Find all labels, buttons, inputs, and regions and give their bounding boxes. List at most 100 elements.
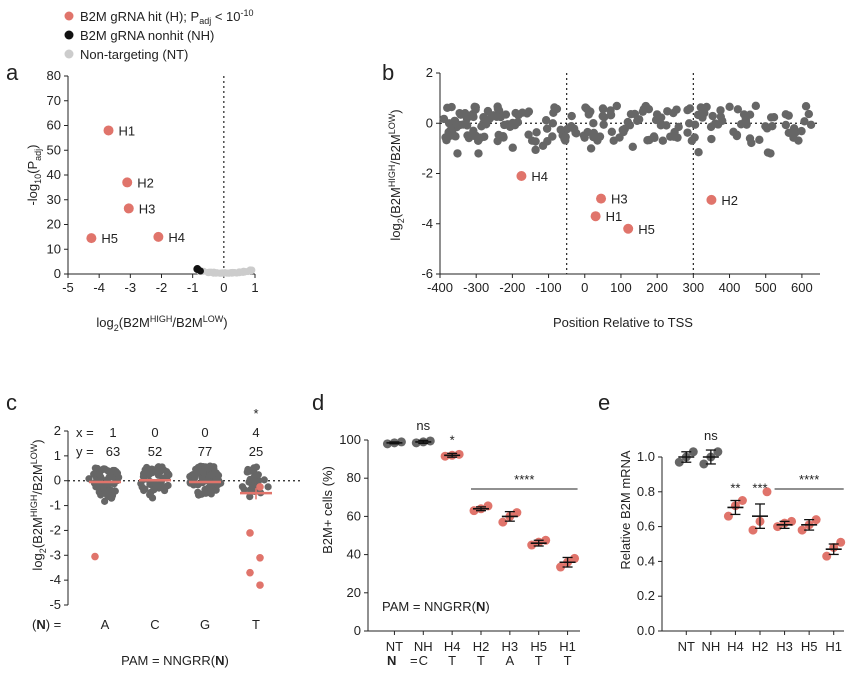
panel-c-grna-point [250, 476, 258, 484]
panel-b-grna-point [498, 131, 508, 141]
panel-b-grna-point [589, 119, 598, 128]
panel-e-replicate-point [787, 516, 797, 526]
panel-b-x-tick-label: 400 [719, 280, 741, 295]
panel-a-hit-label: H3 [139, 201, 156, 216]
panel-a-xlabel: log2(B2MHIGH/B2MLOW) [96, 314, 227, 333]
panel-b-grna-point [439, 114, 449, 124]
panel-b-grna-point [806, 120, 816, 129]
panel-d-replicate-point [498, 517, 508, 527]
panel-a-volcano-plot: -log10(Padj) log2(B2MHIGH/B2MLOW) 010203… [25, 68, 259, 333]
panel-c-grna-point [194, 463, 202, 472]
panel-e-category-label: H2 [752, 639, 769, 654]
panel-b-grna-point [556, 125, 565, 134]
panel-c-hit-point [246, 568, 254, 577]
panel-b-grna-point [483, 106, 493, 116]
panel-c-hit-point [256, 483, 264, 491]
panel-a-x-tick-label: -2 [156, 280, 168, 295]
panel-b-grna-point [649, 132, 659, 141]
panel-a-nt-point [204, 269, 212, 277]
panel-b-grna-point [482, 116, 491, 125]
panel-b-grna-point [599, 120, 608, 129]
panel-b-grna-point [598, 111, 607, 121]
panel-c-row-label: (N) = [32, 617, 61, 632]
panel-a-nt-point [210, 269, 218, 277]
panel-b-grna-point [713, 120, 723, 129]
panel-d-category-label: H3 [502, 639, 519, 654]
panel-b-x-tick-label: -300 [463, 280, 489, 295]
panel-b-grna-point [658, 136, 668, 145]
panel-d-n-row-label: N [387, 653, 396, 668]
panel-d-ylabel: B2M+ cells (%) [320, 466, 335, 554]
panel-label-d: d [312, 390, 324, 415]
panel-b-y-tick-label: 2 [426, 65, 433, 80]
panel-e-category-label: H5 [801, 639, 818, 654]
panel-b-grna-point [542, 124, 552, 133]
panel-b-grna-point [453, 149, 462, 158]
panel-b-x-tick-label: -100 [536, 280, 562, 295]
panel-b-grna-point [745, 134, 755, 143]
panel-b-grna-point [579, 131, 589, 140]
panel-c-y-tick-label: -2 [49, 522, 61, 537]
panel-c-x-count: 0 [151, 425, 158, 440]
panel-c-x-count: 0 [201, 425, 208, 440]
legend-nt-label: Non-targeting (NT) [80, 47, 188, 62]
panel-b-grna-point [538, 141, 548, 150]
panel-e-replicate-point [674, 457, 684, 467]
panel-e-category-label: H4 [727, 639, 744, 654]
panel-c-y-tick-label: 0 [54, 473, 61, 488]
panel-b-hit-point [623, 223, 634, 234]
panel-b-grna-point [511, 108, 520, 118]
panel-b-grna-point [620, 124, 630, 134]
panel-c-y-tick-label: 1 [54, 448, 61, 463]
panel-a-y-tick-label: 50 [47, 142, 61, 157]
panel-d-sig-4star: **** [514, 472, 534, 487]
panel-e-replicate-point [797, 525, 807, 535]
panel-b-grna-point [582, 104, 592, 114]
panel-b-x-tick-label: 300 [682, 280, 704, 295]
panel-b-grna-point [524, 130, 533, 139]
panel-b-hit-label: H2 [721, 193, 738, 208]
panel-d-y-tick-label: 40 [347, 547, 361, 562]
panel-a-hit-label: H1 [119, 123, 136, 138]
panel-c-y-count: 77 [198, 444, 212, 459]
panel-c-y-tick-label: -5 [49, 597, 61, 612]
panel-c-grna-point [149, 468, 157, 477]
panel-d-replicate-point [512, 508, 522, 518]
panel-d-y-tick-label: 100 [339, 432, 361, 447]
panel-c-grna-point [90, 470, 98, 478]
panel-a-nt-point [248, 266, 256, 274]
panel-c-grna-point [111, 487, 119, 495]
panel-c-grna-point [252, 463, 261, 471]
panel-b-grna-point [739, 110, 749, 119]
panel-a-nonhit-point [196, 267, 204, 275]
panel-b-grna-point [493, 102, 502, 111]
panel-b-grna-point [623, 117, 633, 127]
panel-c-x-prefix: x = [76, 425, 94, 440]
panel-d-y-tick-label: 80 [347, 470, 361, 485]
panel-b-grna-point [508, 143, 517, 152]
panel-e-sig-ns: ns [704, 428, 718, 443]
panel-a-hit-point [122, 177, 133, 188]
panel-c-grna-point [207, 489, 215, 497]
panel-c-xlabel: PAM = NNGRR(N) [121, 653, 229, 668]
panel-a-y-tick-label: 40 [47, 167, 61, 182]
panel-b-y-tick-label: 0 [426, 115, 433, 130]
panel-e-category-label: H1 [825, 639, 842, 654]
panel-b-grna-point [474, 149, 483, 158]
panel-b-grna-point [733, 105, 743, 114]
panel-b-hit-label: H1 [606, 209, 623, 224]
panel-b-hit-point [590, 211, 601, 222]
panel-e-replicate-point [762, 487, 772, 497]
panel-c-grna-point [106, 469, 115, 477]
panel-c-grna-point [162, 482, 170, 491]
panel-c-grna-point [154, 471, 163, 479]
panel-a-x-tick-label: -5 [62, 280, 74, 295]
panel-a-y-tick-label: 20 [47, 217, 61, 232]
panel-e-mrna-plot: Relative B2M mRNA 0.0 0.2 0.4 0.6 0.8 1.0 NT NH… [618, 428, 846, 654]
panel-c-grna-point [260, 476, 268, 484]
legend-hit-marker [64, 11, 74, 21]
panel-c-significance: * [253, 406, 258, 421]
panel-d-n-label: T [448, 653, 456, 668]
panel-b-grna-point [469, 131, 479, 140]
